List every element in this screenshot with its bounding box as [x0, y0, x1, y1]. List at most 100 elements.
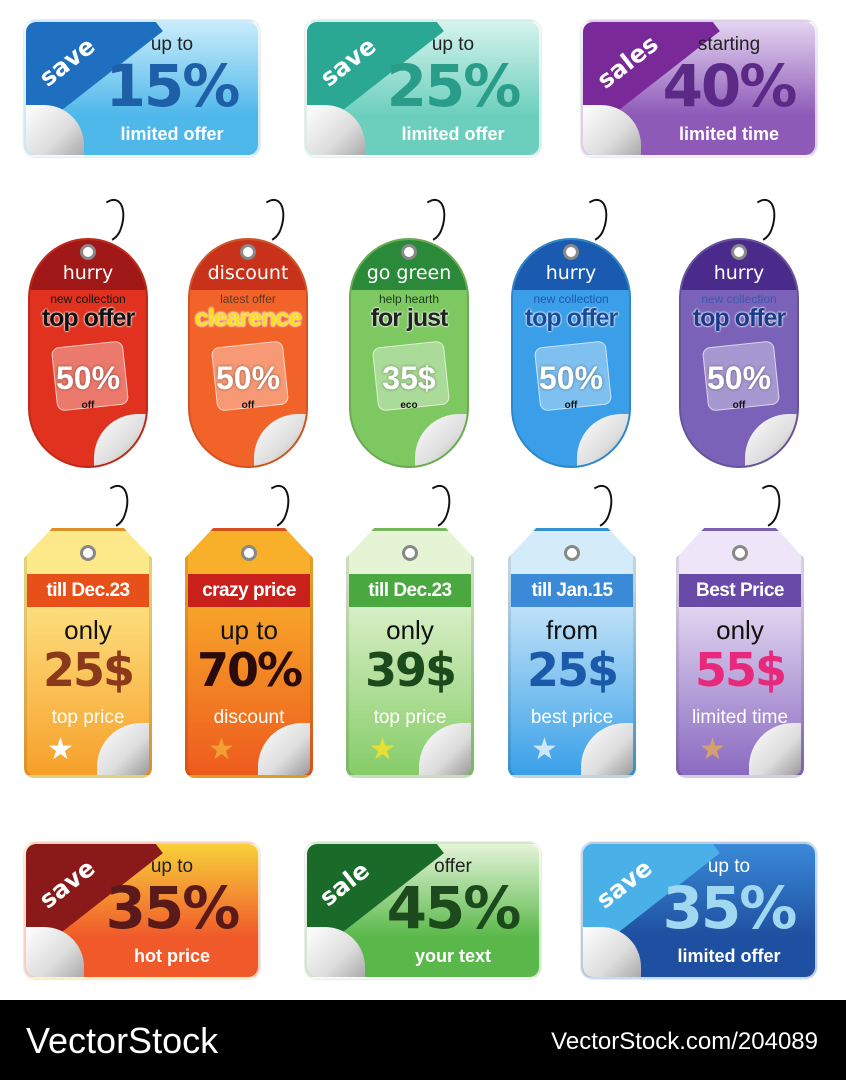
tag-unit: off [241, 400, 255, 411]
page-curl-icon [258, 723, 310, 775]
tag-line1: only [64, 615, 112, 645]
tag-price: 55$ [694, 643, 787, 697]
page-curl-icon [94, 414, 146, 466]
tag-hole-icon [402, 545, 418, 561]
sale-card: save up to 35% hot price [24, 842, 260, 979]
sale-card: save up to 25% limited offer [305, 20, 541, 157]
star-icon: ★ [208, 733, 235, 766]
tag-main: top offer [41, 304, 135, 332]
tag-hole-icon [240, 244, 256, 260]
tag-line1: up to [220, 615, 278, 645]
tag-header: hurry [713, 262, 765, 284]
hang-tag: Best Price only 55$ limited time ★ [676, 528, 804, 778]
image-id: VectorStock.com/204089 [551, 1028, 818, 1055]
star-icon: ★ [699, 733, 726, 766]
tag-value: 50% [215, 360, 281, 396]
tag-hole-icon [80, 244, 96, 260]
tag-subtitle: latest offer [220, 292, 276, 306]
tag-hole-icon [80, 545, 96, 561]
tag-unit: off [564, 400, 578, 411]
tag-hole-icon [401, 244, 417, 260]
tag-line1: only [386, 615, 434, 645]
card-line1: up to [150, 856, 194, 877]
tag-value: 50% [538, 360, 604, 396]
page-curl-icon [419, 723, 471, 775]
tag-main: top offer [524, 304, 618, 332]
card-percent: 40% [662, 52, 798, 120]
page-curl-icon [745, 414, 797, 466]
page-curl-icon [415, 414, 467, 466]
hang-tag: till Dec.23 only 39$ top price ★ [346, 528, 474, 778]
tag-date-band: till Dec.23 [349, 574, 471, 607]
card-line3: limited time [678, 124, 780, 144]
page-curl-icon [583, 105, 641, 155]
tag-hole-icon [732, 545, 748, 561]
tag-hole-icon [564, 545, 580, 561]
oval-tag: go green help hearth for just 35$ eco [349, 238, 469, 468]
page-curl-icon [26, 105, 84, 155]
card-line3: hot price [133, 946, 210, 966]
vectorstock-logo: VectorStock [26, 1020, 219, 1061]
page-curl-icon [749, 723, 801, 775]
page-curl-icon [583, 927, 641, 977]
tag-price: 25$ [42, 643, 135, 697]
tag-price: 70% [196, 643, 303, 697]
card-line3: limited offer [401, 124, 505, 144]
card-percent: 35% [662, 874, 798, 942]
star-icon: ★ [369, 733, 396, 766]
footer-bar: VectorStock VectorStock.com/204089 [0, 1000, 846, 1080]
card-percent: 45% [386, 874, 522, 942]
hang-tag: crazy price up to 70% discount ★ [185, 528, 313, 778]
tag-value: 50% [706, 360, 772, 396]
oval-tag: hurry new collection top offer 50% off [511, 238, 631, 468]
tag-main: for just [370, 304, 449, 332]
sale-card: save up to 35% limited offer [581, 842, 817, 979]
string-icon [252, 480, 296, 533]
tag-line3: discount [213, 707, 285, 728]
string-icon [413, 480, 457, 533]
card-line1: up to [707, 856, 751, 877]
tag-header: hurry [62, 262, 114, 284]
tag-header: go green [366, 262, 452, 284]
tag-date-band: crazy price [188, 574, 310, 607]
tag-main: top offer [692, 304, 786, 332]
tag-hole-icon [241, 545, 257, 561]
tag-header: discount [207, 262, 289, 284]
string-icon [743, 480, 787, 533]
tag-unit: off [81, 400, 95, 411]
tag-price: 39$ [364, 643, 457, 697]
oval-tag: discount latest offer clearence 50% off [188, 238, 308, 468]
tag-main: clearence [194, 304, 302, 332]
card-line3: limited offer [120, 124, 224, 144]
tag-date-band: till Dec.23 [27, 574, 149, 607]
page-curl-icon [307, 105, 365, 155]
card-line1: offer [434, 856, 472, 877]
sale-card: save up to 15% limited offer [24, 20, 260, 157]
page-curl-icon [307, 927, 365, 977]
tag-hole-icon [731, 244, 747, 260]
tag-unit: off [732, 400, 746, 411]
tag-line3: limited time [691, 707, 789, 728]
tag-unit: eco [400, 400, 418, 411]
hang-tag: till Jan.15 from 25$ best price ★ [508, 528, 636, 778]
card-percent: 25% [386, 52, 522, 120]
tag-subtitle: new collection [533, 292, 609, 306]
oval-tag: hurry new collection top offer 50% off [679, 238, 799, 468]
tag-date-band: till Jan.15 [511, 574, 633, 607]
tag-subtitle: help hearth [378, 292, 440, 306]
tag-value: 50% [55, 360, 121, 396]
tag-header: hurry [545, 262, 597, 284]
card-line1: up to [431, 34, 475, 55]
tag-hole-icon [563, 244, 579, 260]
card-line1: up to [150, 34, 194, 55]
sale-card: sales starting 40% limited time [581, 20, 817, 157]
tag-value: 35$ [382, 360, 436, 396]
page-curl-icon [254, 414, 306, 466]
star-icon: ★ [531, 733, 558, 766]
tag-date-band: Best Price [679, 574, 801, 607]
hang-tag: till Dec.23 only 25$ top price ★ [24, 528, 152, 778]
tag-line1: from [546, 615, 598, 645]
sale-card: sale offer 45% your text [305, 842, 541, 979]
tag-line1: only [716, 615, 764, 645]
page-curl-icon [577, 414, 629, 466]
